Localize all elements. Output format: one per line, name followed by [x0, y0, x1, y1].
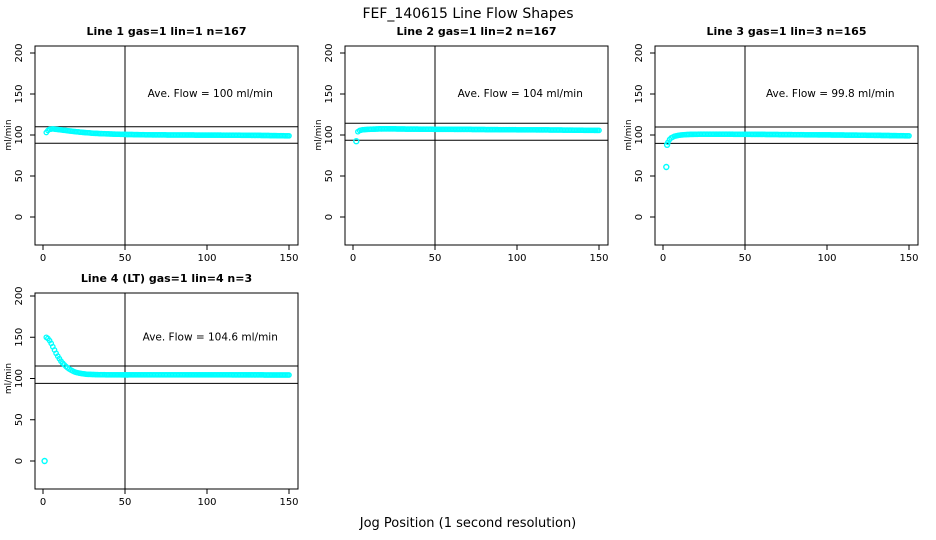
y-tick-label: 50 [14, 170, 25, 183]
outlier-point-1 [41, 457, 48, 465]
y-tick-label: 150 [634, 84, 645, 103]
subplot-title: Line 4 (LT) gas=1 lin=4 n=3 [81, 272, 252, 285]
y-axis-title: ml/min [314, 119, 324, 150]
x-tick-label: 100 [197, 253, 216, 264]
y-tick-label: 150 [14, 328, 25, 347]
data-series [665, 131, 912, 146]
x-tick-label: 0 [40, 253, 46, 264]
x-tick-label: 150 [589, 253, 608, 264]
subplot-3: 0 50 100 150 200 ml/min 0 50 100 150 Line 3 gas=1 … [624, 25, 919, 264]
plot-box [34, 45, 299, 246]
y-tick-label: 50 [14, 413, 25, 426]
x-tick-label: 50 [119, 497, 132, 508]
y-tick-label: 100 [14, 125, 25, 144]
x-tick-label: 50 [429, 253, 442, 264]
x-tick-label: 100 [507, 253, 526, 264]
y-tick-label: 100 [14, 369, 25, 388]
x-tick-label: 150 [279, 253, 298, 264]
y-tick-label: 200 [14, 43, 25, 62]
x-tick-label: 0 [660, 253, 666, 264]
subplot-title: Line 1 gas=1 lin=1 n=167 [86, 25, 246, 38]
y-tick-label: 200 [634, 43, 645, 62]
x-tick-label: 150 [279, 497, 298, 508]
y-tick-label: 0 [14, 214, 25, 220]
x-tick-label: 50 [739, 253, 752, 264]
y-tick-label: 0 [324, 214, 335, 220]
y-tick-label: 50 [634, 170, 645, 183]
ave-flow-annotation: Ave. Flow = 100 ml/min [148, 88, 273, 100]
x-tick-label: 50 [119, 253, 132, 264]
data-series [355, 126, 602, 135]
outlier-point-2 [663, 141, 671, 149]
ave-flow-annotation: Ave. Flow = 104 ml/min [458, 88, 583, 100]
subplot-1: 0 50 100 150 200 ml/min 0 50 100 150 Line 1 gas=1 … [4, 25, 299, 264]
x-tick-label: 100 [817, 253, 836, 264]
y-tick-label: 0 [634, 214, 645, 220]
y-tick-label: 0 [14, 458, 25, 464]
data-series [43, 334, 292, 378]
ave-flow-annotation: Ave. Flow = 99.8 ml/min [766, 88, 895, 100]
x-tick-label: 0 [350, 253, 356, 264]
y-tick-label: 200 [324, 43, 335, 62]
y-axis-title: ml/min [4, 119, 14, 150]
plot-box [34, 292, 299, 490]
x-tick-label: 100 [197, 497, 216, 508]
y-axis-title: ml/min [624, 119, 634, 150]
outlier-point-1 [663, 163, 670, 171]
y-tick-label: 100 [324, 125, 335, 144]
y-tick-label: 100 [634, 125, 645, 144]
y-tick-label: 50 [324, 170, 335, 183]
y-axis-title: ml/min [4, 363, 14, 394]
x-axis-label: Jog Position (1 second resolution) [359, 516, 577, 531]
y-tick-label: 200 [14, 286, 25, 305]
subplot-title: Line 3 gas=1 lin=3 n=165 [706, 25, 866, 38]
y-tick-label: 150 [324, 84, 335, 103]
subplot-2: 0 50 100 150 200 ml/min 0 50 100 150 Line 2 gas=1 … [314, 25, 609, 264]
y-tick-label: 150 [14, 84, 25, 103]
data-series [43, 125, 292, 139]
main-title: FEF_140615 Line Flow Shapes [362, 6, 574, 22]
subplot-title: Line 2 gas=1 lin=2 n=167 [396, 25, 556, 38]
ave-flow-annotation: Ave. Flow = 104.6 ml/min [143, 331, 278, 343]
x-tick-label: 150 [899, 253, 918, 264]
plot-box [654, 45, 919, 246]
plot-box [344, 45, 609, 246]
outlier-point-1 [353, 137, 360, 145]
subplot-4: 0 50 100 150 200 ml/min 0 50 100 150 Line 4 (LT) g… [4, 272, 299, 508]
x-tick-label: 0 [40, 497, 46, 508]
